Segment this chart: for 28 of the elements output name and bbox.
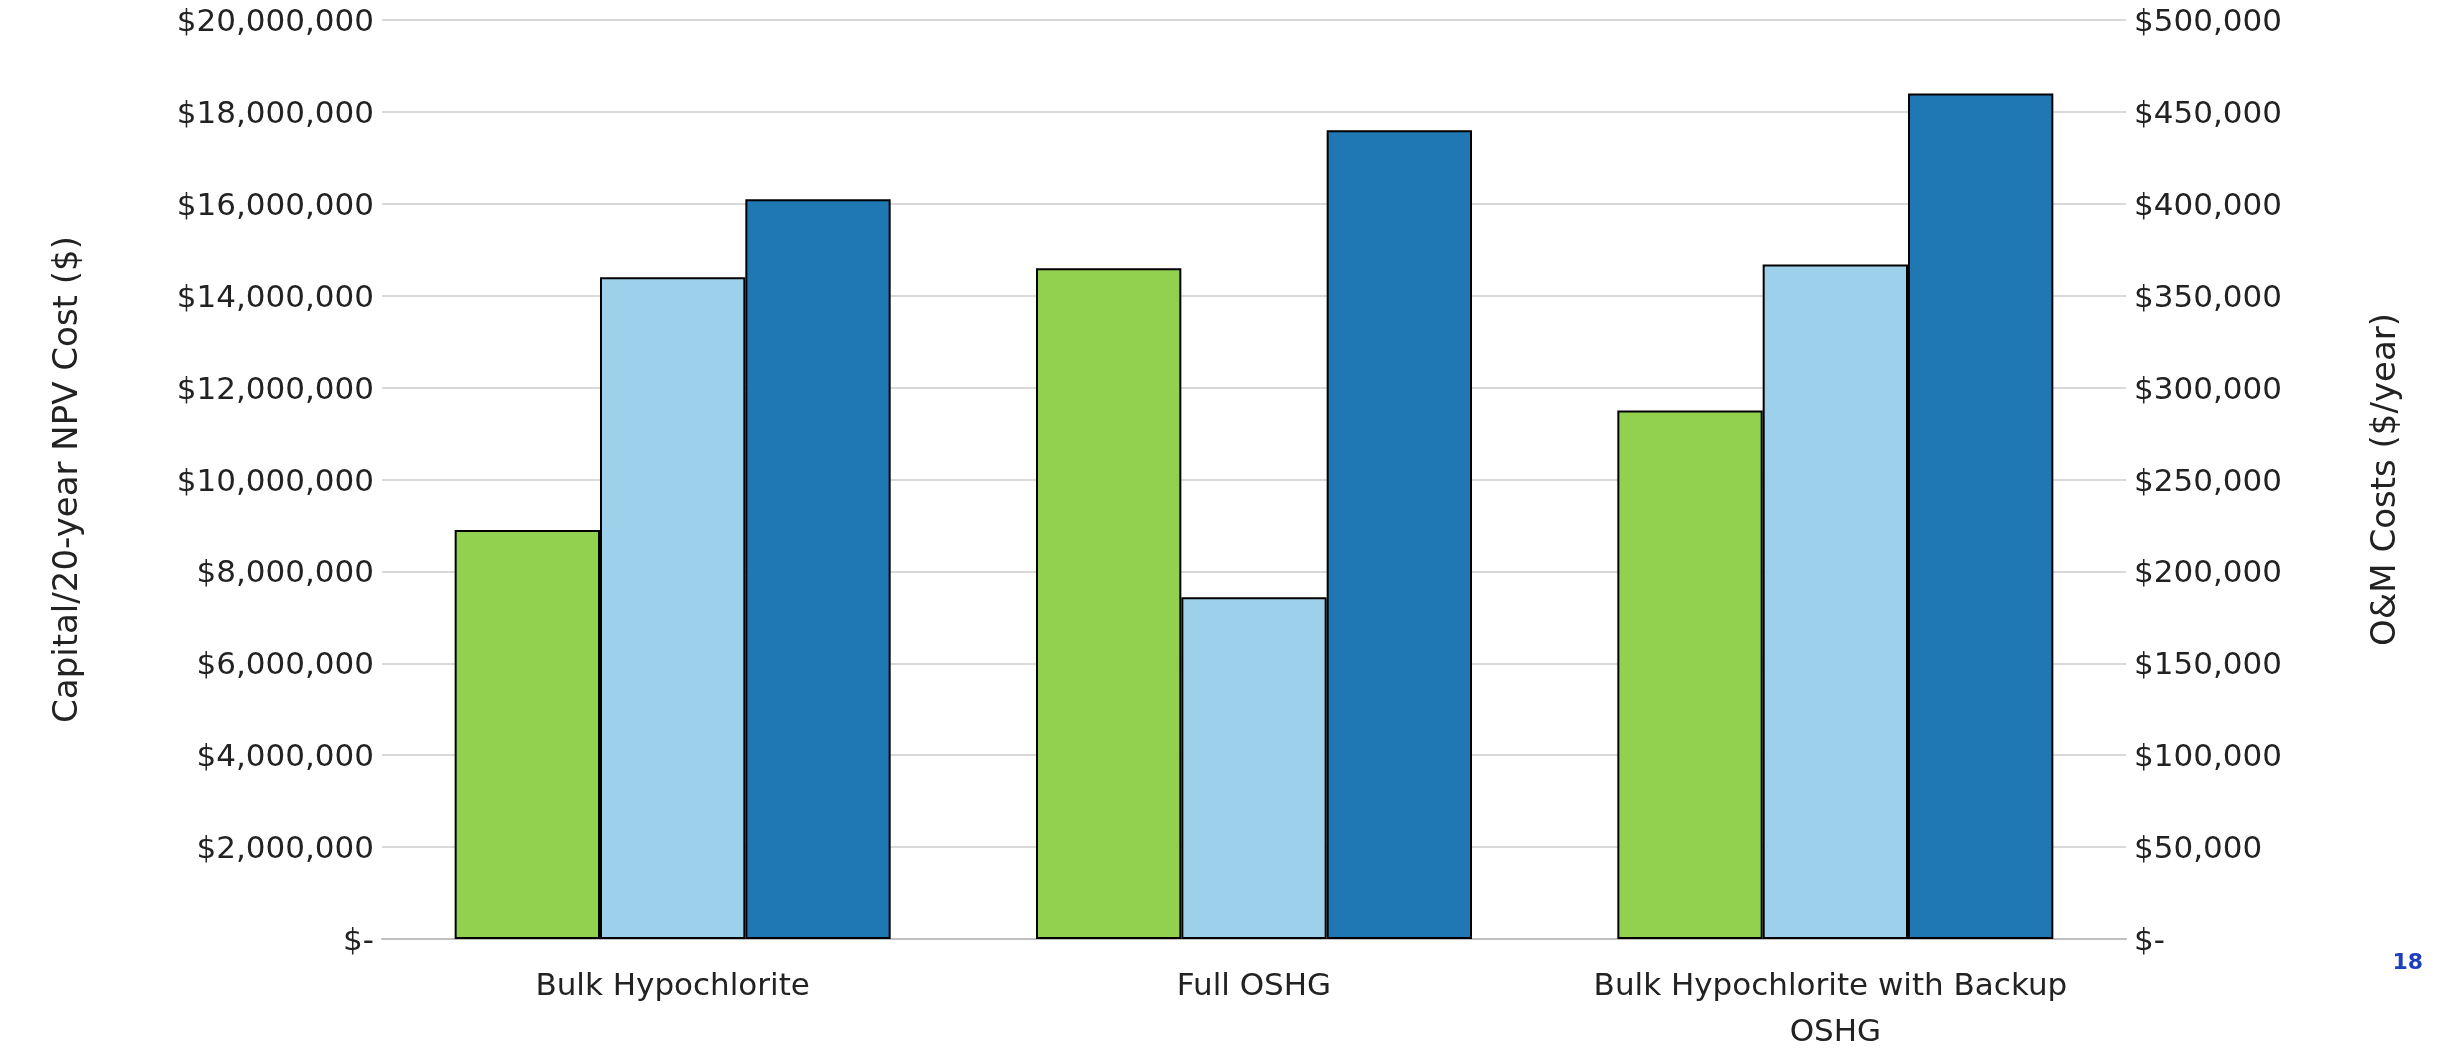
y2-axis-title: O&M Costs ($/year) [2363, 313, 2403, 646]
y-tick-label: $10,000,000 [176, 461, 374, 498]
y2-tick-label: $350,000 [2134, 277, 2282, 314]
y2-tick-label: $- [2134, 921, 2165, 957]
y-tick-label: $8,000,000 [196, 553, 374, 590]
y2-tick-label: $50,000 [2134, 829, 2263, 866]
y2-tick-label: $150,000 [2134, 645, 2282, 682]
y-tick-label: $12,000,000 [176, 369, 374, 406]
y2-tick-label: $100,000 [2134, 737, 2282, 774]
y-tick-label: $18,000,000 [176, 93, 374, 130]
y-tick-label: $4,000,000 [196, 737, 374, 774]
y-tick-label: $2,000,000 [196, 829, 374, 866]
y2-tick-label: $300,000 [2134, 369, 2282, 406]
x-tick-label: Bulk Hypochlorite with Backup OSHG [1593, 966, 2078, 1048]
y-tick-label: $14,000,000 [176, 277, 374, 314]
y-tick-label: $- [343, 921, 374, 957]
y2-tick-label: $250,000 [2134, 461, 2282, 498]
y-tick-label: $20,000,000 [176, 2, 374, 38]
x-tick-label: Bulk Hypochlorite [535, 966, 810, 1002]
y-tick-label: $6,000,000 [196, 645, 374, 682]
y2-tick-label: $500,000 [2134, 2, 2282, 38]
x-tick-label: Full OSHG [1176, 966, 1332, 1002]
y2-tick-label: $200,000 [2134, 553, 2282, 590]
y2-tick-label: $400,000 [2134, 185, 2282, 222]
y-axis-title: Capital/20-year NPV Cost ($) [45, 236, 85, 723]
y-tick-label: $16,000,000 [176, 185, 374, 222]
y2-tick-label: $450,000 [2134, 93, 2282, 130]
text: 18 [2392, 948, 2424, 974]
